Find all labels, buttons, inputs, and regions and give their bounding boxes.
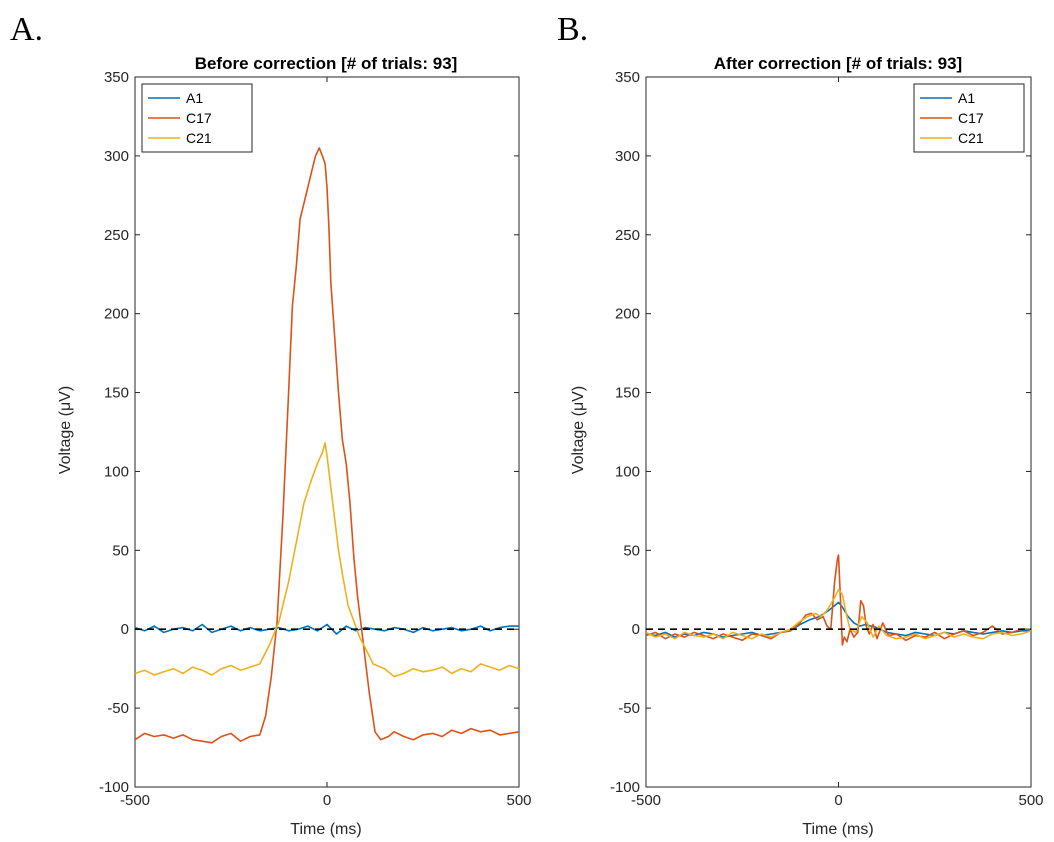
series-line-a1: [134, 623, 519, 635]
y-tick-label: 200: [615, 306, 640, 323]
y-tick-label: 100: [615, 463, 640, 480]
legend-label-c17: C17: [958, 110, 984, 126]
y-tick-label: -50: [618, 700, 640, 717]
legend-label-c17: C17: [186, 110, 212, 126]
y-tick-label: 200: [104, 306, 129, 323]
legend-label-c21: C21: [186, 130, 212, 146]
legend: A1 C17 C21: [141, 83, 253, 153]
legend-label-a1: A1: [958, 90, 975, 106]
panel-a-xlabel: Time (ms): [290, 821, 361, 838]
y-tick-label: 50: [623, 542, 640, 559]
x-tick-label: 500: [1018, 792, 1043, 809]
series-line-c21: [134, 442, 520, 678]
y-tick-label: 0: [121, 621, 129, 638]
series-line-c21: [645, 589, 1032, 640]
panel-b-title: After correction [# of trials: 93]: [714, 54, 962, 73]
y-tick-label: -50: [107, 700, 129, 717]
y-tick-label: 100: [104, 463, 129, 480]
panel-b-ylabel: Voltage (μV): [570, 386, 587, 474]
y-tick-label: 150: [104, 385, 129, 402]
x-tick-label: 500: [506, 792, 531, 809]
y-tick-label: 50: [112, 542, 129, 559]
y-tick-label: 0: [632, 621, 640, 638]
panel-b-xlabel: Time (ms): [802, 821, 873, 838]
x-tick-label: 0: [834, 792, 842, 809]
y-tick-label: 300: [615, 148, 640, 165]
x-tick-label: -500: [631, 792, 661, 809]
y-tick-label: 250: [104, 227, 129, 244]
y-tick-label: 300: [104, 148, 129, 165]
panel-a-title: Before correction [# of trials: 93]: [195, 54, 458, 73]
panel-a: A. Before correction [# of trials: 93] T…: [10, 11, 532, 838]
y-tick-label: -100: [99, 779, 129, 796]
y-tick-label: -100: [610, 779, 640, 796]
x-tick-label: 0: [323, 792, 331, 809]
legend-label-a1: A1: [186, 90, 203, 106]
y-tick-label: 250: [615, 227, 640, 244]
legend: A1 C17 C21: [913, 83, 1025, 153]
axes-box: [645, 76, 1032, 788]
panel-b: B. After correction [# of trials: 93] Ti…: [557, 11, 1044, 838]
y-tick-label: 350: [615, 69, 640, 86]
panel-a-ylabel: Voltage (μV): [57, 386, 74, 474]
series-line-c17: [645, 554, 1031, 646]
y-tick-label: 150: [615, 385, 640, 402]
panel-b-letter: B.: [557, 11, 588, 48]
x-tick-label: -500: [120, 792, 150, 809]
panel-a-letter: A.: [10, 11, 43, 48]
y-tick-label: 350: [104, 69, 129, 86]
series-line-c17: [134, 147, 520, 744]
legend-label-c21: C21: [958, 130, 984, 146]
